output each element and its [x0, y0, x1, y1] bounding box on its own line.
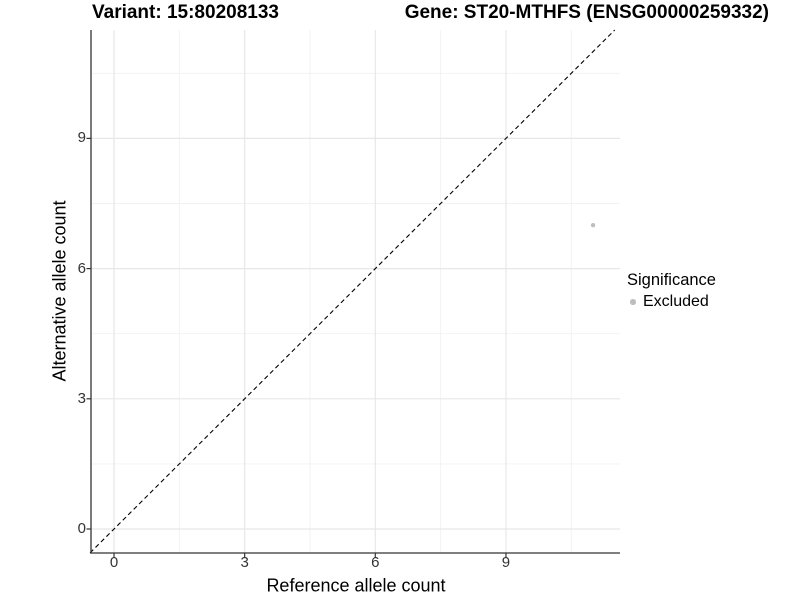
y-axis-title: Alternative allele count: [49, 200, 70, 382]
x-axis-title: Reference allele count: [266, 575, 446, 596]
identity-reference-line: [89, 29, 616, 554]
legend-item-label: Excluded: [643, 293, 709, 310]
x-tick-label: 0: [109, 554, 119, 571]
legend-item-excluded: Excluded: [627, 293, 716, 311]
legend: Significance Excluded: [627, 270, 716, 311]
data-point: [590, 223, 596, 228]
variant-title: Variant: 15:80208133: [92, 2, 279, 23]
excluded-point-icon: [630, 299, 636, 305]
legend-title: Significance: [627, 271, 716, 289]
y-tick-label: 6: [77, 259, 86, 277]
x-tick-label: 3: [240, 554, 249, 571]
x-tick-label: 6: [371, 554, 380, 571]
y-tick-label: 0: [77, 520, 86, 537]
x-tick-label: 9: [501, 554, 511, 571]
y-tick-label: 3: [77, 389, 86, 407]
gene-title: Gene: ST20-MTHFS (ENSG00000259332): [404, 2, 769, 23]
y-tick-label: 9: [77, 129, 86, 147]
legend-key: [627, 296, 639, 308]
